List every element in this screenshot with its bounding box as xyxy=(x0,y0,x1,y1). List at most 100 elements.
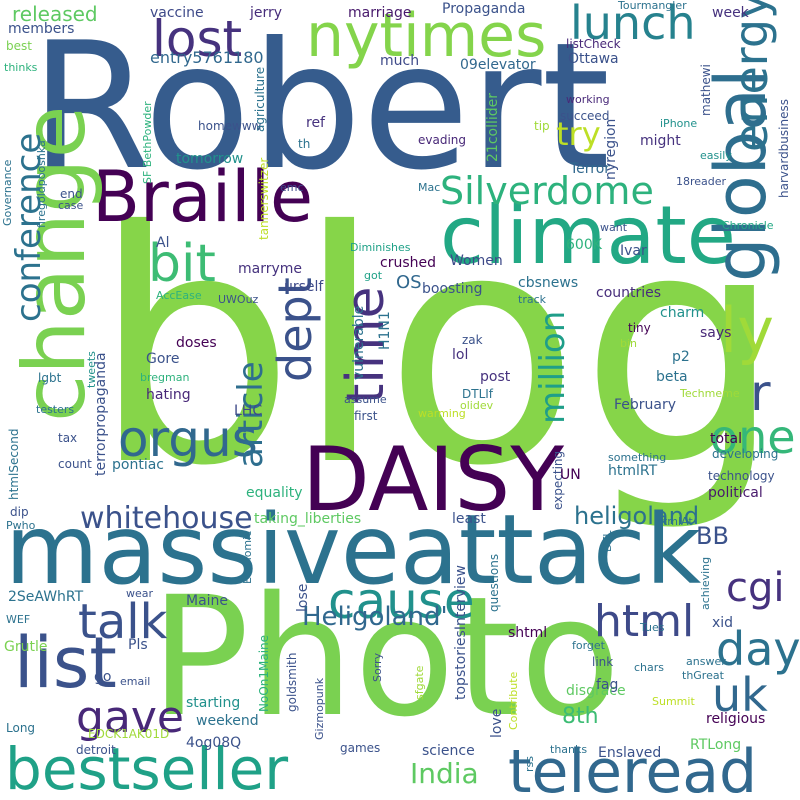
word-lunch: lunch xyxy=(570,0,696,50)
word-topstoriesinterview: topstoriesInterview xyxy=(453,565,469,700)
word-gizmopunk: Gizmopunk xyxy=(313,677,326,740)
word-first: first xyxy=(354,409,378,423)
word-try: try xyxy=(556,115,601,153)
word-day: day xyxy=(716,622,800,676)
word-zak: zak xyxy=(462,333,483,347)
word-wear: wear xyxy=(126,587,154,600)
word-htmlsecond: htmlSecond xyxy=(7,428,21,501)
word-mac: Mac xyxy=(418,181,441,194)
word-olidev: olidev xyxy=(460,399,494,412)
word-agriculture: agriculture xyxy=(253,66,267,132)
word-al: Al xyxy=(156,235,170,251)
word-gave: gave xyxy=(76,692,185,743)
word-silverdome: Silverdome xyxy=(440,169,654,213)
word-easily: easily xyxy=(700,149,732,162)
word-go: go xyxy=(94,669,112,685)
word-braille: Braille xyxy=(92,156,314,238)
word-bit: bit xyxy=(148,234,216,294)
word-marriage: marriage xyxy=(348,5,412,21)
word-marryme: marryme xyxy=(238,261,303,277)
word-thanks: thanks xyxy=(550,743,588,756)
word-terrorpropaganda: terrorpropaganda xyxy=(93,352,109,476)
word-ivar: Ivar xyxy=(620,243,647,259)
word-cgi: cgi xyxy=(726,565,785,611)
word-hating: hating xyxy=(146,387,191,403)
word-contribute: Contribute xyxy=(507,671,520,730)
word-21collider: 21collider xyxy=(485,92,501,162)
word-technology: technology xyxy=(708,469,775,483)
word-jerry: jerry xyxy=(250,5,283,21)
word-ly: ly xyxy=(720,294,774,367)
word-starting: starting xyxy=(186,695,241,711)
word-harvardbusiness: harvardbusiness xyxy=(777,99,791,198)
word-listcheck: listCheck xyxy=(566,37,621,51)
word-questions: questions xyxy=(487,553,501,612)
word-ottawa: Ottawa xyxy=(568,51,619,67)
word-nyregion: nyregion xyxy=(603,118,619,180)
word-tues: Tues xyxy=(640,621,665,634)
word-firegoldpooshka: firegoldpooshka xyxy=(35,140,48,228)
word-developing: developing xyxy=(712,447,779,461)
word-os: OS xyxy=(396,272,422,293)
word-accease: AccEase xyxy=(156,289,202,302)
word-evading: evading xyxy=(418,133,467,147)
word-htmlrt: htmlRT xyxy=(608,463,658,479)
word-answer: answer xyxy=(686,655,726,668)
word-rss: rss xyxy=(523,756,536,772)
word-shtml: shtml xyxy=(508,625,548,641)
word-post: post xyxy=(480,369,511,385)
word-summit: Summit xyxy=(652,695,695,708)
word-heligoland-q: Heligoland' xyxy=(302,602,448,632)
word-techmeme: Techmeme xyxy=(680,387,740,400)
word-orgus: orgus xyxy=(118,410,258,468)
word-link: link xyxy=(592,655,614,669)
word-sfgate: sfgate xyxy=(413,665,426,700)
word-governance: Governance xyxy=(1,159,14,226)
word-lost: lost xyxy=(152,10,243,68)
word-women: Women xyxy=(450,253,503,269)
word-iphone: iPhone xyxy=(660,117,698,130)
word-beta: beta xyxy=(656,369,688,385)
word-vaccine: vaccine xyxy=(150,5,204,21)
word-released: released xyxy=(12,2,98,26)
word-bin: bin xyxy=(620,337,638,350)
word-chars: chars xyxy=(634,661,665,674)
word-tannerswitzer: tannerswitzer xyxy=(257,157,271,240)
word-tax: tax xyxy=(58,431,78,445)
word-week: week xyxy=(712,5,749,21)
word-chronicle: Chronicle xyxy=(722,219,774,232)
word-maine: Maine xyxy=(186,593,229,609)
word-cbsnews: cbsnews xyxy=(518,275,579,291)
word-xid: xid xyxy=(712,615,734,631)
word-r: r xyxy=(750,364,771,422)
word-games: games xyxy=(340,741,381,755)
word-rtlong: RTLong xyxy=(690,737,742,753)
word-doses: doses xyxy=(176,335,217,351)
word-htmlat: htmlAt xyxy=(656,515,693,528)
word-million: million xyxy=(533,310,573,424)
word-long: Long xyxy=(6,721,36,735)
word-best: best xyxy=(6,39,32,53)
word-sf-bethpowder: SF BethPowder xyxy=(141,101,154,184)
word-science: science xyxy=(422,743,475,759)
word-warming: warming xyxy=(418,407,466,420)
word-gore: Gore xyxy=(146,351,180,367)
word-mathewi: mathewi xyxy=(699,64,713,116)
word-4og08q: 4og08Q xyxy=(186,735,242,751)
word-heligoland: heligoland xyxy=(574,502,700,530)
word-600k: 600K xyxy=(566,237,602,253)
word-photo: Photo xyxy=(150,561,621,753)
word-emc: emc xyxy=(280,181,304,194)
word-says: says xyxy=(700,325,732,341)
word-tomorrow: tomorrow xyxy=(176,151,244,167)
word-noon1maine: NoOn1Maine xyxy=(257,634,271,712)
word-uwouz: UWOuz xyxy=(218,293,259,306)
word-might: might xyxy=(640,133,681,149)
word-vulnerable: vulnerable xyxy=(351,305,367,380)
word-th: th xyxy=(298,137,311,151)
word-2seawhrt: 2SeAWhRT xyxy=(8,589,84,605)
word-list: list xyxy=(14,622,117,704)
word-cause: cause xyxy=(328,572,475,630)
word-fag: fag xyxy=(596,677,619,693)
